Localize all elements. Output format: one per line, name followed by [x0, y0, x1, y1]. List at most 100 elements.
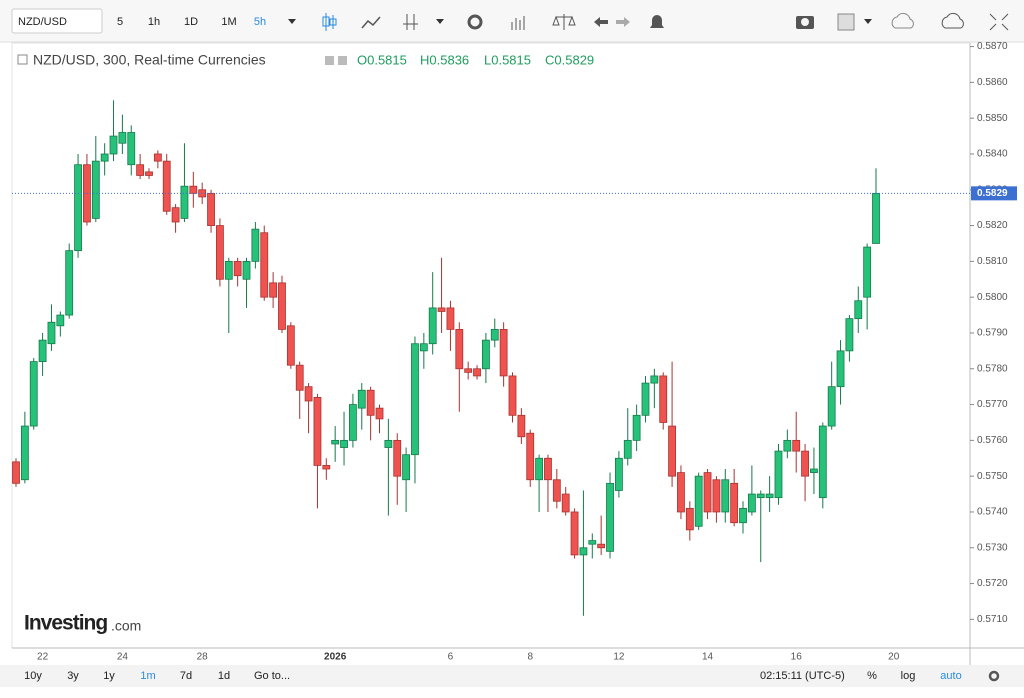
compare-icon[interactable] [511, 16, 525, 30]
candle-body [810, 468, 818, 473]
watermark: Investing [24, 612, 107, 635]
cloud-load-icon[interactable] [891, 12, 914, 29]
style-icon[interactable] [837, 13, 855, 31]
candle-body [260, 232, 269, 298]
visibility-icon[interactable] [325, 56, 334, 65]
y-tick-label: 0.5800 [977, 292, 1008, 303]
fullscreen-icon[interactable] [989, 13, 1009, 31]
candle-body [473, 368, 481, 377]
candle-icon[interactable] [322, 13, 337, 31]
range-button[interactable]: 1y [103, 670, 115, 682]
scale-option[interactable]: % [867, 670, 877, 682]
candle-body [251, 228, 260, 262]
x-tick-label: 16 [791, 652, 803, 663]
candle-body [774, 450, 783, 499]
interval[interactable]: 1D [184, 16, 198, 28]
range-button[interactable]: 7d [180, 670, 192, 682]
candle-body [109, 135, 118, 155]
candle-body [331, 439, 340, 445]
y-tick-label: 0.5820 [977, 220, 1008, 231]
candle-body [189, 185, 198, 194]
watermark-suffix: .com [111, 618, 141, 634]
scale-option[interactable]: auto [940, 670, 961, 682]
candle-body [579, 547, 588, 556]
candle-body [118, 132, 127, 144]
candle-body [623, 439, 632, 459]
candle-body [694, 475, 703, 527]
x-tick-label: 22 [37, 652, 49, 663]
candle-body [74, 164, 82, 252]
scale-option[interactable]: log [901, 670, 916, 682]
camera-lens [801, 18, 809, 26]
candle-body [756, 493, 765, 499]
dropdown-icon[interactable] [864, 19, 872, 24]
y-tick-label: 0.5870 [977, 41, 1008, 52]
y-tick-label: 0.5720 [977, 578, 1008, 589]
candle-body [278, 282, 286, 330]
interval[interactable]: 1h [148, 16, 160, 28]
candle-body [153, 153, 162, 162]
range-button[interactable]: 10y [24, 670, 42, 682]
settings-small-icon[interactable] [338, 56, 347, 65]
candle-body [393, 439, 402, 477]
symbol-box[interactable] [11, 8, 103, 34]
candle-body [162, 160, 171, 212]
candle-body [872, 192, 880, 244]
dropdown-icon[interactable] [436, 19, 444, 24]
redo-icon[interactable] [616, 17, 630, 27]
candle-body [570, 511, 579, 556]
range-button[interactable]: 1d [218, 670, 230, 682]
candle-body [384, 439, 393, 448]
candle-body [349, 404, 357, 441]
candle-body [455, 328, 464, 370]
candle-body [322, 465, 331, 470]
y-tick-label: 0.5750 [977, 471, 1008, 482]
candle-body [712, 479, 721, 513]
candle-body [508, 375, 517, 416]
ohlc-legend: O0.5815 [357, 52, 407, 67]
line-icon[interactable] [361, 16, 381, 29]
candle-body [721, 479, 730, 513]
x-tick-label: 28 [197, 652, 209, 663]
dropdown-icon[interactable] [288, 19, 296, 24]
candle-body [242, 260, 251, 280]
undo-icon[interactable] [594, 17, 608, 27]
y-tick-label: 0.5760 [977, 435, 1008, 446]
candle-body [295, 364, 304, 391]
candle-body [827, 386, 836, 427]
candle-body [12, 461, 20, 484]
x-tick-label: 20 [888, 652, 900, 663]
candle-body [366, 389, 375, 416]
bottom-bar [0, 665, 1024, 687]
candle-body [357, 389, 366, 409]
scale-icon[interactable] [552, 14, 576, 30]
range-button[interactable]: 3y [67, 670, 79, 682]
cloud-save-icon[interactable] [941, 12, 964, 29]
y-tick-label: 0.5710 [977, 614, 1008, 625]
candle-body [614, 457, 623, 491]
ohlc-legend: H0.5836 [420, 52, 469, 67]
collapse-icon[interactable] [17, 54, 28, 65]
candle-body [703, 472, 712, 513]
interval[interactable]: 5 [117, 16, 123, 28]
candle-body [499, 328, 508, 377]
y-tick-label: 0.5810 [977, 256, 1008, 267]
candle-body [286, 325, 295, 366]
indicator-icon[interactable] [403, 14, 418, 30]
alert-icon[interactable] [650, 15, 664, 28]
candle-body [136, 164, 145, 176]
candle-body [783, 439, 792, 452]
settings-icon[interactable] [467, 14, 483, 30]
candle-body [659, 375, 668, 423]
candle-body [588, 540, 597, 545]
settings-icon[interactable] [988, 670, 1000, 682]
x-tick-label: 12 [613, 652, 625, 663]
goto[interactable]: Go to... [254, 670, 290, 682]
interval[interactable]: 1M [221, 16, 236, 28]
candle-body [632, 414, 641, 441]
candle-body [836, 350, 845, 388]
candle-body [552, 479, 561, 502]
interval[interactable]: 5h [254, 16, 266, 28]
y-tick-label: 0.5850 [977, 113, 1008, 124]
range-button[interactable]: 1m [140, 670, 155, 682]
